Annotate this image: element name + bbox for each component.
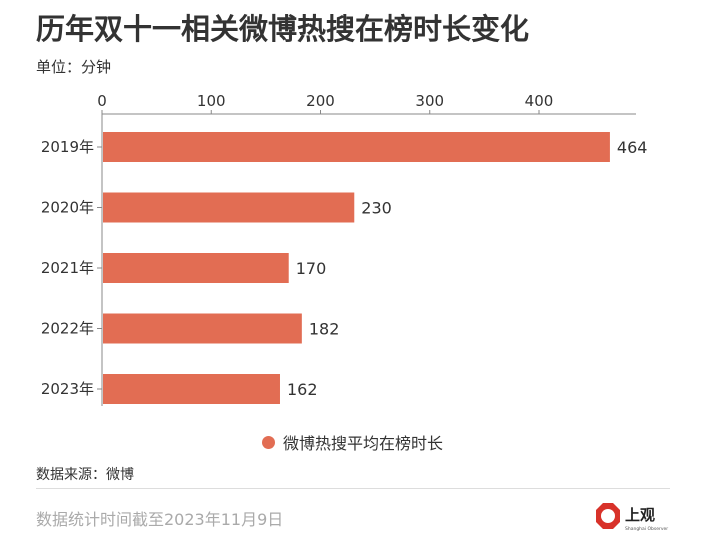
x-tick-label: 0 [97,92,107,110]
unit-label: 单位：分钟 [36,58,112,76]
data-label: 230 [361,199,392,218]
legend: 微博热搜平均在榜时长 [262,430,443,454]
source-note: 数据来源：微博 [36,467,134,483]
y-tick-label: 2023年 [41,380,94,398]
shanghai-observer-logo: 上观 Shanghai Observer [596,503,668,532]
chart-title: 历年双十一相关微博热搜在榜时长变化 [36,12,530,46]
svg-text:Shanghai Observer: Shanghai Observer [625,526,668,532]
x-tick-label: 200 [306,92,335,110]
y-tick-label: 2020年 [41,199,94,217]
bar [103,253,289,283]
bar [103,313,302,344]
date-note: 数据统计时间截至2023年11月9日 [36,510,284,529]
bar [103,192,355,223]
data-label: 162 [287,380,318,399]
data-label: 464 [617,138,648,157]
data-label: 170 [296,259,327,278]
bar [103,374,280,404]
x-tick-label: 400 [525,92,554,110]
y-tick-label: 2022年 [41,320,94,338]
x-tick-label: 100 [197,92,226,110]
y-tick-label: 2019年 [41,138,94,156]
data-label: 182 [309,320,340,339]
legend-label: 微博热搜平均在榜时长 [283,434,444,453]
bar [103,132,610,162]
y-tick-label: 2021年 [41,259,94,277]
divider [36,488,670,489]
legend-swatch [262,435,275,449]
svg-text:上观: 上观 [625,506,655,524]
x-tick-label: 300 [415,92,444,110]
